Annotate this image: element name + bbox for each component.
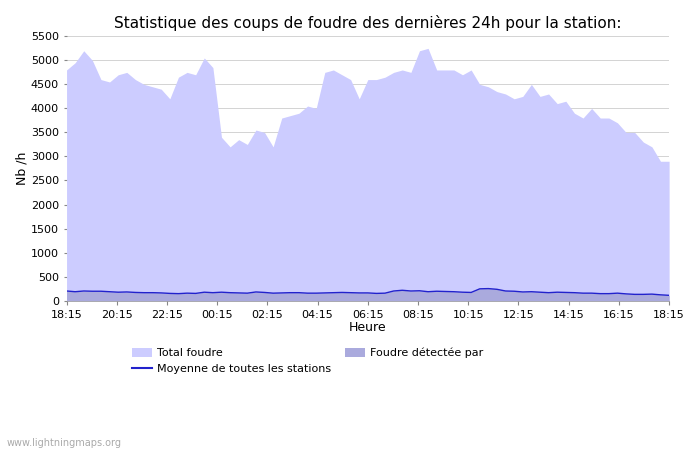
Title: Statistique des coups de foudre des dernières 24h pour la station:: Statistique des coups de foudre des dern… (114, 15, 622, 31)
X-axis label: Heure: Heure (349, 321, 386, 334)
Legend: Total foudre, Moyenne de toutes les stations, Foudre détectée par: Total foudre, Moyenne de toutes les stat… (132, 348, 484, 374)
Y-axis label: Nb /h: Nb /h (15, 152, 28, 185)
Text: www.lightningmaps.org: www.lightningmaps.org (7, 438, 122, 448)
